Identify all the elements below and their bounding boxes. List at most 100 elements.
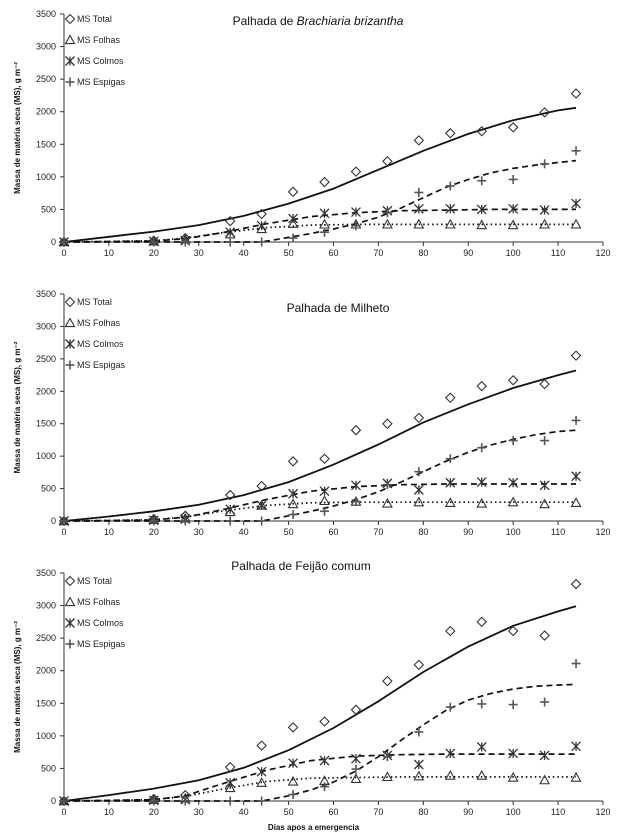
x-tick-label: 100 <box>506 807 521 817</box>
y-tick-label: 2000 <box>36 107 56 117</box>
data-point <box>382 480 392 490</box>
data-point <box>413 218 425 229</box>
data-point <box>507 219 519 230</box>
data-point <box>59 796 69 806</box>
data-point <box>149 516 159 526</box>
x-tick-label: 60 <box>328 527 338 537</box>
data-point <box>539 480 550 491</box>
data-point <box>351 497 361 507</box>
data-point <box>256 766 267 777</box>
x-tick-label: 30 <box>194 248 204 258</box>
data-point <box>476 125 488 137</box>
data-point <box>288 510 298 520</box>
data-point <box>571 471 582 482</box>
x-tick-label: 50 <box>284 527 294 537</box>
data-point <box>508 203 519 214</box>
fit-curve-ms-total <box>63 106 577 243</box>
fit-curve-ms-colmos <box>63 753 576 802</box>
data-point <box>476 380 488 392</box>
chart-title: Palhada de Feijão comum <box>231 559 370 573</box>
y-tick-label: 1000 <box>36 451 56 461</box>
data-point <box>350 207 361 217</box>
data-point <box>257 237 267 247</box>
fit-curve-ms-espigas <box>64 683 577 802</box>
data-point <box>287 456 299 467</box>
legend-marker <box>65 339 75 349</box>
data-point <box>477 443 487 453</box>
data-point <box>570 497 582 507</box>
data-point <box>59 516 69 526</box>
x-tick-label: 100 <box>506 248 521 258</box>
data-point <box>539 107 550 118</box>
chart-panel-2: 0 500 1000 1500 2000 2500 3000 3500 0 10 20 30 40 50 6… <box>13 289 611 537</box>
y-axis-title: Massa de matéria seca (MS), g m⁻² <box>13 621 22 753</box>
data-point <box>414 187 424 197</box>
data-point <box>413 759 424 770</box>
data-point <box>225 504 236 515</box>
x-tick-label: 20 <box>149 527 159 537</box>
fit-curve-ms-espigas <box>64 429 577 522</box>
y-tick-label: 0 <box>51 516 56 526</box>
data-point <box>319 176 330 188</box>
data-point <box>414 727 424 737</box>
y-tick-label: 2000 <box>36 666 56 676</box>
y-tick-label: 2500 <box>36 354 56 364</box>
data-point <box>570 771 582 782</box>
y-tick-label: 0 <box>51 237 56 247</box>
legend-label: MS Total <box>77 14 112 24</box>
legend-label: MS Espigas <box>77 360 126 370</box>
data-point <box>257 796 267 806</box>
data-point <box>180 516 190 526</box>
data-point <box>477 699 487 709</box>
data-point <box>225 237 235 247</box>
data-point <box>350 704 362 716</box>
data-point <box>149 796 159 806</box>
data-point <box>319 218 330 229</box>
data-point <box>180 796 190 806</box>
data-point <box>320 227 330 237</box>
data-point <box>382 155 393 167</box>
data-point <box>225 516 235 526</box>
data-point <box>350 424 362 436</box>
legend-marker <box>65 360 75 370</box>
data-point <box>224 782 236 793</box>
x-tick-label: 110 <box>551 527 565 537</box>
y-tick-label: 500 <box>41 763 56 773</box>
data-point <box>570 218 582 229</box>
x-tick-label: 90 <box>463 248 473 258</box>
data-point <box>540 436 550 446</box>
fit-curve-ms-folhas <box>63 501 576 522</box>
data-point <box>476 741 487 752</box>
data-point <box>319 208 330 219</box>
legend-marker <box>64 13 76 25</box>
data-point <box>149 237 159 247</box>
data-point <box>539 774 551 785</box>
data-point <box>507 122 519 133</box>
legend-marker <box>65 56 75 66</box>
x-tick-label: 10 <box>104 248 114 258</box>
series-ms-colmos <box>59 471 582 526</box>
legend-marker <box>64 596 76 607</box>
data-point <box>508 477 519 488</box>
data-point <box>570 350 582 361</box>
y-tick-label: 3500 <box>36 289 56 299</box>
chart-title: Palhada de Milheto <box>287 301 390 315</box>
data-point <box>224 761 236 773</box>
fit-curve-ms-folhas <box>63 776 576 802</box>
data-point <box>381 497 393 508</box>
legend-label: MS Espigas <box>77 639 126 649</box>
data-point <box>381 771 393 782</box>
data-point <box>508 700 518 710</box>
legend-label: MS Total <box>77 576 112 586</box>
data-point <box>539 750 550 761</box>
data-point <box>382 208 392 218</box>
data-point <box>413 412 425 424</box>
legend-label: MS Colmos <box>77 56 124 66</box>
series-ms-espigas <box>59 146 581 247</box>
legend-marker <box>65 618 75 628</box>
data-point <box>445 392 456 404</box>
data-point <box>444 769 456 780</box>
chart-title-emphasis: Brachiaria brizantha <box>297 14 404 28</box>
legend: MS Total MS Folhas MS Colmos MS Espigas <box>64 296 126 370</box>
y-tick-label: 2500 <box>36 633 56 643</box>
